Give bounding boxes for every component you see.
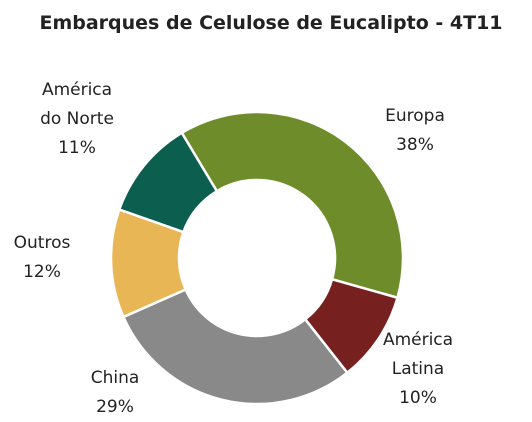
- donut-slice: [121, 287, 350, 406]
- category-label: Outros: [13, 233, 71, 253]
- slice-label: América Latina 10%: [378, 326, 458, 413]
- value-label: 10%: [399, 388, 437, 408]
- slice-label: China 29%: [67, 364, 163, 422]
- value-label: 12%: [23, 262, 61, 282]
- category-label: China: [90, 368, 140, 388]
- chart-title: Embarques de Celulose de Eucalipto - 4T1…: [39, 12, 503, 34]
- slice-label: Outros 12%: [0, 229, 90, 287]
- page: Embarques de Celulose de Eucalipto - 4T1…: [0, 12, 503, 417]
- category-label: Europa: [385, 106, 445, 126]
- value-label: 11%: [58, 138, 96, 158]
- value-label: 38%: [396, 135, 434, 155]
- category-label: América Latina: [382, 330, 454, 379]
- chart: [109, 110, 405, 406]
- donut-slice: [117, 131, 219, 234]
- slice-label: Europa 38%: [367, 102, 463, 160]
- slice-label: América do Norte 11%: [34, 76, 120, 163]
- value-label: 29%: [96, 397, 134, 417]
- donut-slice: [180, 110, 405, 300]
- category-label: América do Norte: [40, 80, 114, 129]
